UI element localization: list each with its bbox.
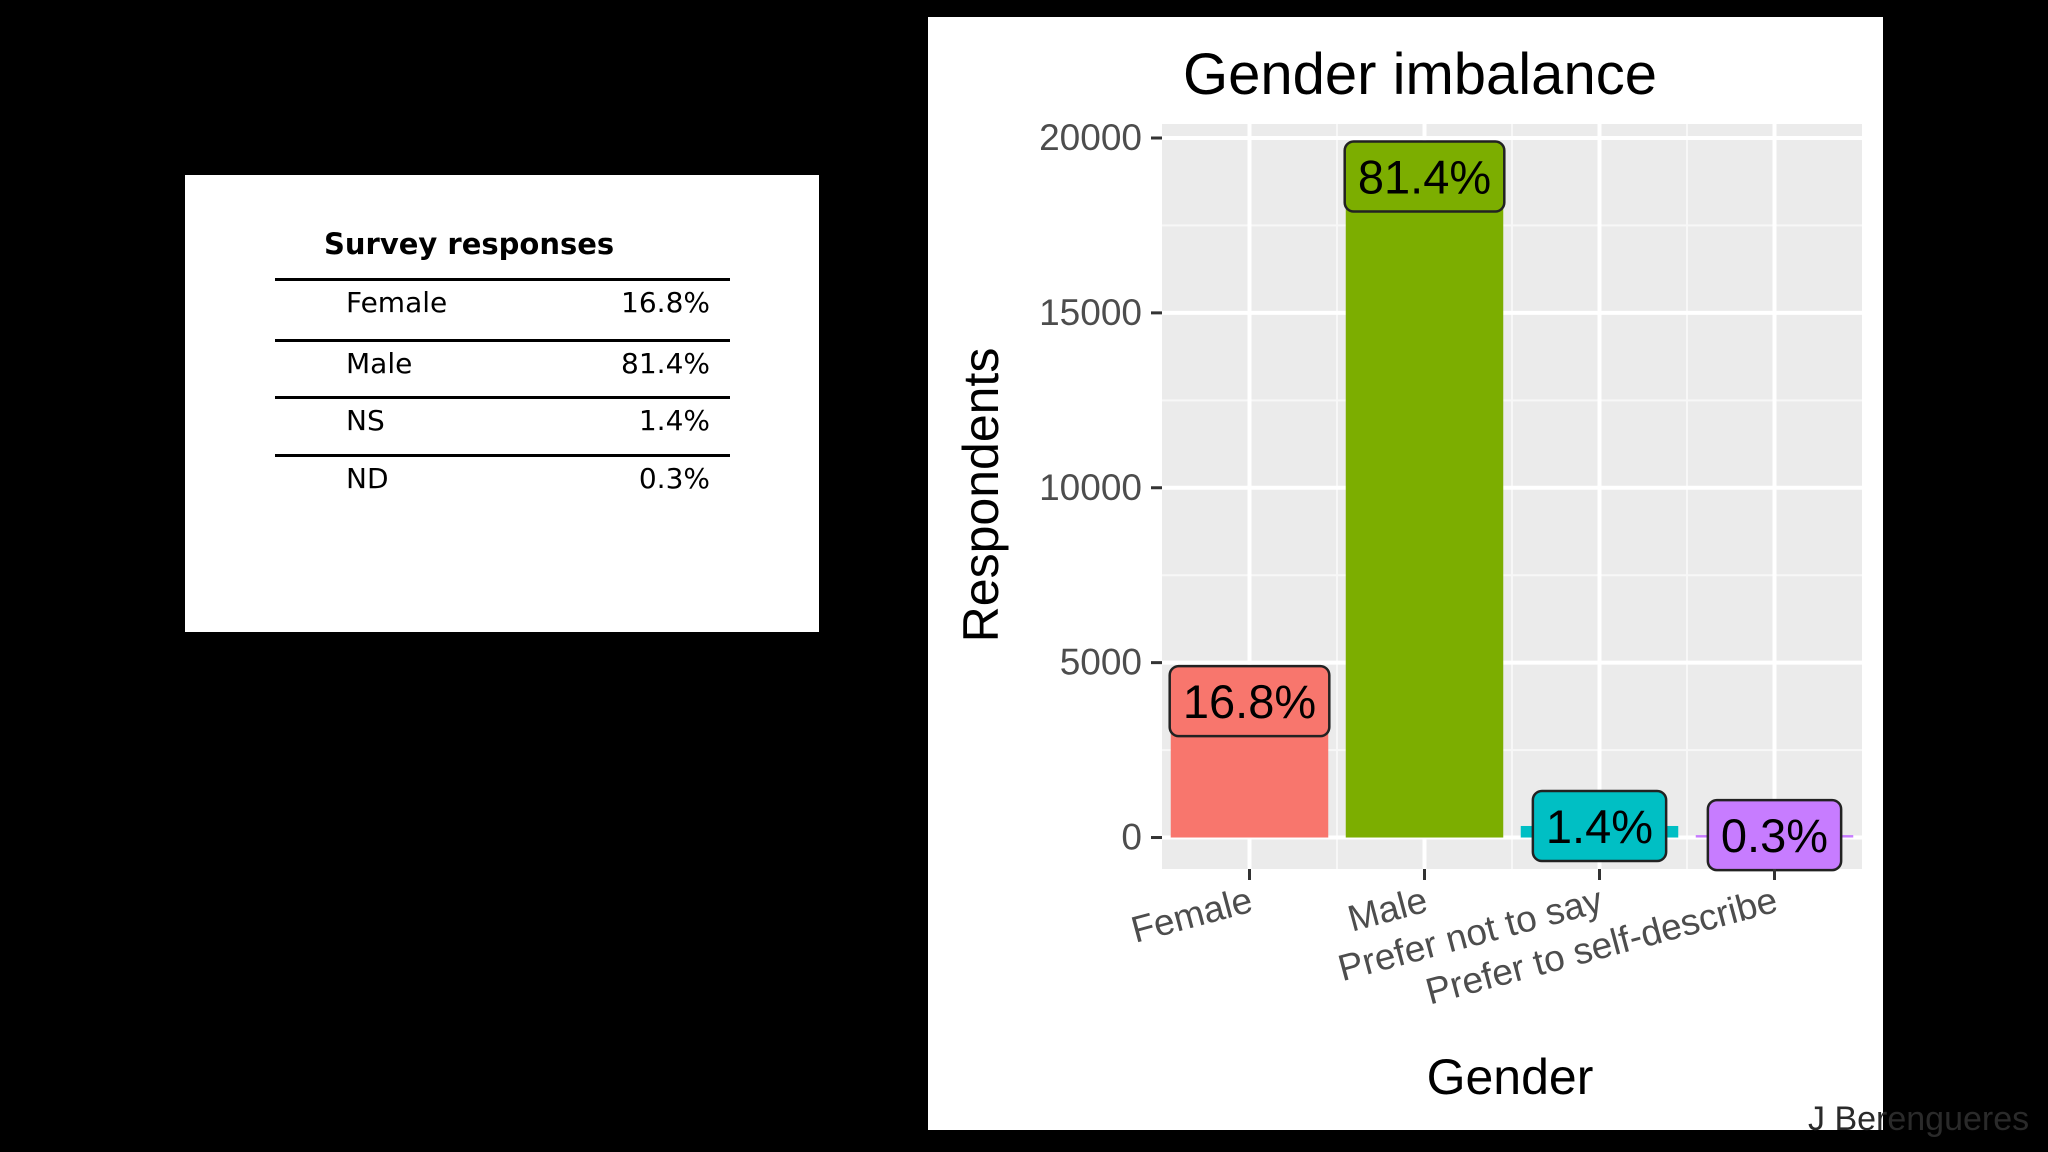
row-value: 0.3% <box>638 462 710 495</box>
watermark: J Berengueres <box>1808 1100 2030 1138</box>
data-label-box <box>1531 789 1668 863</box>
row-divider <box>275 454 730 457</box>
data-label: 1.4% <box>1546 800 1653 853</box>
y-axis-title: Respondents <box>953 348 1009 643</box>
row-label: NS <box>346 404 385 437</box>
y-tick-label: 0 <box>1121 817 1142 858</box>
row-divider <box>275 396 730 399</box>
y-tick-label: 5000 <box>1060 642 1142 683</box>
x-tick-label: Female <box>1127 879 1257 951</box>
row-label: ND <box>346 462 389 495</box>
table-row: ND 0.3% <box>275 454 730 512</box>
data-label-box <box>1343 140 1506 213</box>
chart-panel: 0 5000 10000 15000 20000 16.8% 81.4% 1.4% 0.3% Fe… <box>928 17 1883 1130</box>
y-tick-label: 15000 <box>1039 292 1142 333</box>
bar-chart: 0 5000 10000 15000 20000 16.8% 81.4% 1.4% 0.3% Fe… <box>953 42 1862 1105</box>
bar <box>1345 176 1504 838</box>
x-axis-title: Gender <box>1427 1049 1594 1105</box>
y-tick-label: 10000 <box>1039 467 1142 508</box>
table-row: Male 81.4% <box>275 339 730 397</box>
survey-table-panel: Survey responses Female 16.8% Male 81.4%… <box>185 175 819 632</box>
row-value: 16.8% <box>621 286 710 319</box>
row-label: Female <box>346 286 448 319</box>
table-row: Female 16.8% <box>275 278 730 336</box>
table-title: Survey responses <box>324 227 615 261</box>
y-tick-label: 20000 <box>1039 117 1142 158</box>
chart-title: Gender imbalance <box>1183 42 1657 107</box>
data-label: 81.4% <box>1358 150 1491 203</box>
table-row: NS 1.4% <box>275 396 730 454</box>
data-label: 0.3% <box>1721 809 1828 862</box>
row-value: 1.4% <box>638 404 710 437</box>
data-label-box <box>1168 664 1331 738</box>
row-divider <box>275 278 730 281</box>
row-label: Male <box>346 347 413 380</box>
row-value: 81.4% <box>621 347 710 380</box>
data-label: 16.8% <box>1183 675 1316 728</box>
row-divider <box>275 339 730 342</box>
